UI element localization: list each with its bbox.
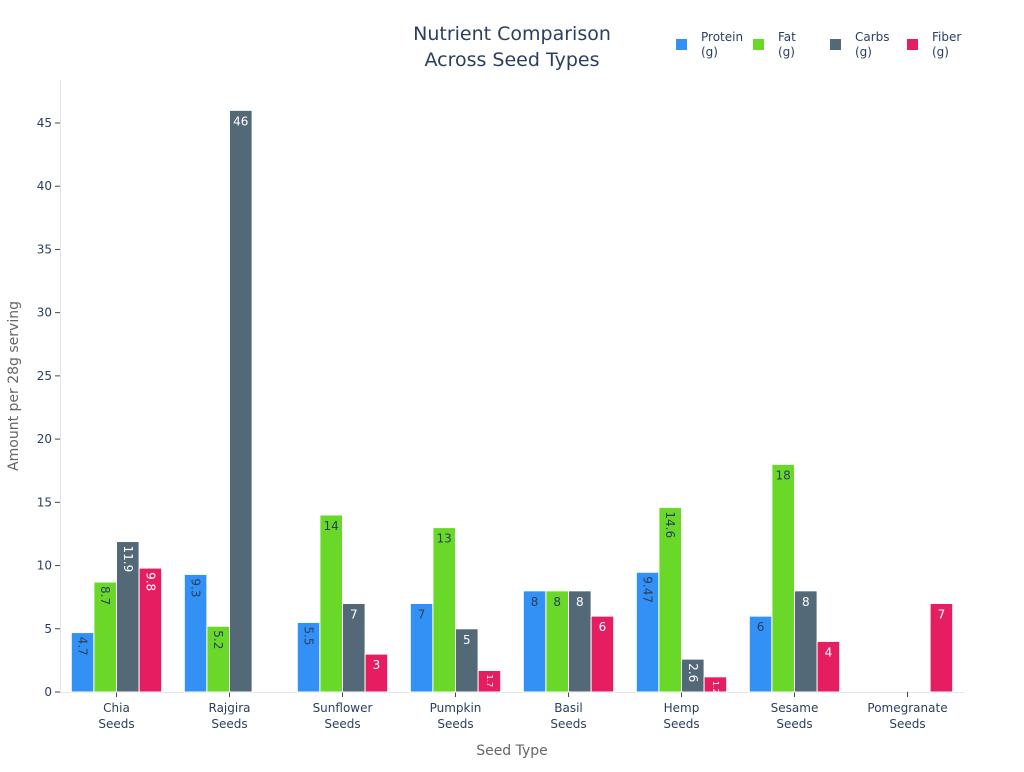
chart-title-line-1: Nutrient Comparison <box>413 23 611 45</box>
fat-bar <box>432 527 456 693</box>
legend-swatch-fiber <box>907 39 918 50</box>
y-tick-label: 35 <box>37 242 52 256</box>
fiber-value-label: 1.2 <box>711 681 720 694</box>
fiber-bar <box>816 640 841 693</box>
y-tick-label: 20 <box>37 432 52 446</box>
fiber-bar <box>703 676 728 693</box>
fiber-value-label: 9.8 <box>143 572 157 591</box>
x-tick-label: Seeds <box>98 717 134 731</box>
x-tick-label: Sunflower <box>313 701 373 715</box>
protein-value-label: 4.7 <box>76 637 90 656</box>
legend-label-fat: (g) <box>778 45 795 59</box>
x-tick-label: Seeds <box>889 717 925 731</box>
fiber-bar <box>138 567 163 693</box>
carbs-value-label: 5 <box>463 633 471 647</box>
x-axis-ticks: Chia Seeds Rajgira Seeds Sunflower Seeds Pumpk… <box>98 692 948 731</box>
fiber-bar <box>929 602 954 693</box>
x-axis-title: Seed Type <box>476 743 548 759</box>
legend: Protein(g)Fat(g)Carbs(g)Fiber(g) <box>676 30 961 59</box>
y-tick-label: 30 <box>37 306 52 320</box>
x-tick-label: Hemp <box>664 701 700 715</box>
protein-value-label: 6 <box>757 620 765 634</box>
y-axis-ticks: 0 5 10 15 20 25 30 35 40 45 <box>37 116 60 699</box>
fiber-bar <box>364 653 389 693</box>
carbs-bar <box>455 628 479 693</box>
carbs-value-label: 2.6 <box>686 663 700 682</box>
bar-label-group: 4.79.35.578 9.4768.75.21413814.61811.9467… <box>76 114 946 693</box>
fat-value-label: 5.2 <box>211 630 225 649</box>
x-tick-label: Basil <box>554 701 583 715</box>
carbs-value-label: 8 <box>802 595 810 609</box>
legend-swatch-carbs <box>830 39 841 50</box>
x-tick-label: Rajgira <box>209 701 251 715</box>
protein-value-label: 5.5 <box>302 626 316 645</box>
fat-value-label: 14.6 <box>663 511 677 538</box>
carbs-value-label: 7 <box>350 607 358 621</box>
fiber-value-label: 4 <box>825 645 833 659</box>
fat-bar <box>658 506 683 693</box>
x-tick-label: Chia <box>103 701 130 715</box>
legend-label-protein: Protein <box>701 30 743 44</box>
y-tick-label: 45 <box>37 116 52 130</box>
carbs-value-label: 11.9 <box>121 546 135 573</box>
x-tick-label: Seeds <box>437 717 473 731</box>
protein-value-label: 7 <box>418 607 426 621</box>
carbs-bar <box>229 109 253 693</box>
fiber-value-label: 1.7 <box>485 675 494 688</box>
protein-value-label: 9.47 <box>641 576 655 603</box>
y-tick-label: 25 <box>37 369 52 383</box>
carbs-bar <box>681 658 705 693</box>
protein-value-label: 9.3 <box>189 578 203 597</box>
x-tick-label: Pomegranate <box>867 701 947 715</box>
y-axis-title: Amount per 28g serving <box>6 301 22 471</box>
fat-value-label: 14 <box>324 519 339 533</box>
fiber-value-label: 6 <box>599 620 607 634</box>
fiber-bar <box>590 615 615 693</box>
y-tick-label: 40 <box>37 179 52 193</box>
fat-value-label: 18 <box>776 468 791 482</box>
x-tick-label: Seeds <box>211 717 247 731</box>
carbs-bar <box>342 602 366 693</box>
fiber-bar <box>477 670 502 693</box>
legend-label-fiber: (g) <box>932 45 949 59</box>
fat-value-label: 8 <box>553 595 561 609</box>
x-tick-label: Seeds <box>550 717 586 731</box>
x-tick-label: Seeds <box>776 717 812 731</box>
protein-value-label: 8 <box>531 595 539 609</box>
y-tick-label: 15 <box>37 495 52 509</box>
fat-bar <box>319 514 343 693</box>
chart-title-line-2: Across Seed Types <box>424 49 599 71</box>
fat-value-label: 13 <box>437 532 452 546</box>
fat-bar <box>771 463 796 693</box>
legend-label-fat: Fat <box>778 30 796 44</box>
y-tick-label: 0 <box>44 685 52 699</box>
x-tick-label: Seeds <box>663 717 699 731</box>
carbs-value-label: 46 <box>233 114 248 128</box>
legend-swatch-fat <box>753 39 764 50</box>
legend-label-carbs: Carbs <box>855 30 890 44</box>
x-tick-label: Seeds <box>324 717 360 731</box>
x-tick-label: Pumpkin <box>430 701 482 715</box>
y-tick-label: 5 <box>44 622 52 636</box>
y-tick-label: 10 <box>37 559 52 573</box>
x-tick-label: Sesame <box>771 701 819 715</box>
fat-value-label: 8.7 <box>98 586 112 605</box>
legend-label-carbs: (g) <box>855 45 872 59</box>
legend-swatch-protein <box>676 39 687 50</box>
bar-series-group <box>70 109 954 693</box>
fiber-value-label: 7 <box>938 607 946 621</box>
legend-label-protein: (g) <box>701 45 718 59</box>
legend-label-fiber: Fiber <box>932 30 961 44</box>
fiber-value-label: 3 <box>373 658 381 672</box>
carbs-value-label: 8 <box>576 595 584 609</box>
